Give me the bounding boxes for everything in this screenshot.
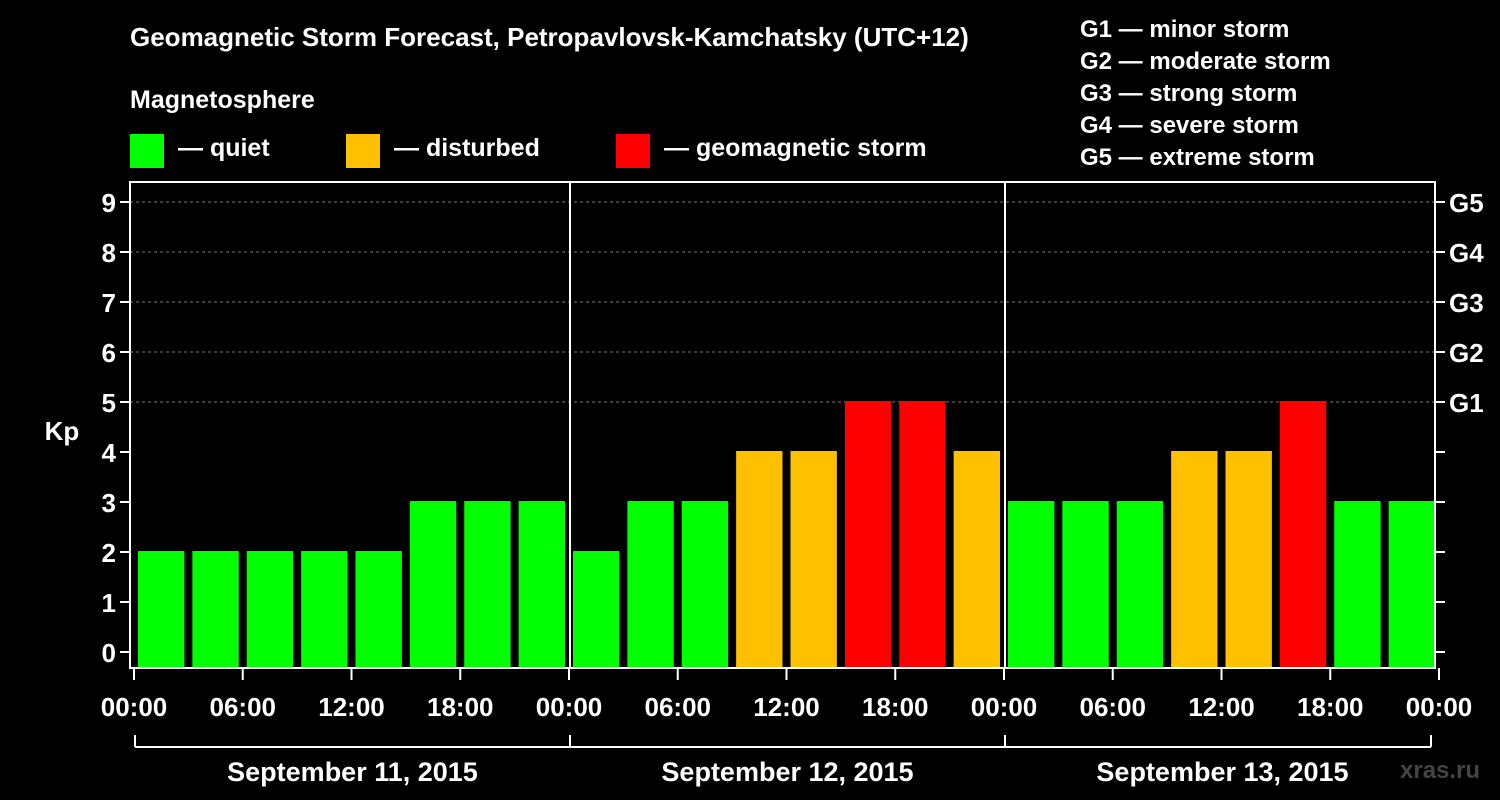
x-tick-label: 06:00 (645, 692, 712, 722)
kp-bar (1171, 451, 1218, 668)
legend-swatch-disturbed (346, 134, 380, 168)
storm-scale-g5: G5 — extreme storm (1080, 144, 1315, 171)
kp-bar (1225, 451, 1272, 668)
kp-bar (1334, 501, 1381, 668)
y-tick-label: 9 (102, 188, 116, 218)
y-tick-label: 4 (102, 438, 117, 468)
kp-bar (1008, 501, 1055, 668)
kp-bar (246, 551, 294, 668)
kp-bar (899, 401, 946, 668)
y-tick-label: 7 (102, 288, 116, 318)
right-axis-label-g2: G2 (1449, 338, 1484, 368)
storm-scale-list: G1 — minor storm G2 — moderate storm G3 … (1080, 14, 1331, 174)
day-label: September 12, 2015 (661, 757, 913, 787)
kp-bar (953, 451, 1000, 668)
y-tick-label: 5 (102, 388, 116, 418)
legend-swatch-quiet (130, 134, 164, 168)
x-tick-label: 00:00 (536, 692, 603, 722)
y-tick-label: 0 (102, 638, 116, 668)
chart-title: Geomagnetic Storm Forecast, Petropavlovs… (130, 22, 969, 52)
x-tick-label: 12:00 (1188, 692, 1255, 722)
kp-bar (681, 501, 729, 668)
right-axis-label-g4: G4 (1449, 238, 1484, 268)
x-tick-label: 06:00 (210, 692, 277, 722)
y-axis-label: Kp (45, 416, 80, 446)
right-axis-label-g5: G5 (1449, 188, 1484, 218)
kp-bar (301, 551, 348, 668)
x-tick-label: 12:00 (753, 692, 820, 722)
kp-bar (1062, 501, 1109, 668)
y-tick-label: 6 (102, 338, 116, 368)
kp-bar (1279, 401, 1327, 668)
watermark: xras.ru (1400, 757, 1481, 784)
y-tick-label: 8 (102, 238, 116, 268)
legend-label-disturbed: — disturbed (394, 134, 540, 162)
x-tick-label: 12:00 (318, 692, 385, 722)
y-tick-label: 2 (102, 538, 116, 568)
x-tick-label: 00:00 (1406, 692, 1473, 722)
kp-bar (627, 501, 674, 668)
x-tick-label: 18:00 (862, 692, 929, 722)
storm-scale-g1: G1 — minor storm (1080, 16, 1290, 43)
x-tick-label: 06:00 (1080, 692, 1147, 722)
kp-bar (844, 401, 892, 668)
y-tick-label: 1 (102, 588, 116, 618)
y-tick-label: 3 (102, 488, 116, 518)
storm-scale-g3: G3 — strong storm (1080, 80, 1298, 107)
legend-label-quiet: — quiet (178, 134, 270, 162)
storm-scale-g2: G2 — moderate storm (1080, 48, 1331, 75)
kp-bar (464, 501, 511, 668)
legend-heading: Magnetosphere (130, 86, 315, 114)
plot-frame (129, 181, 1436, 669)
legend-label-storm: — geomagnetic storm (664, 134, 927, 162)
kp-bar (192, 551, 239, 668)
kp-bar (355, 551, 402, 668)
right-axis-label-g1: G1 (1449, 388, 1484, 418)
x-tick-label: 18:00 (427, 692, 494, 722)
day-label: September 11, 2015 (227, 757, 478, 787)
kp-bar (1388, 501, 1435, 668)
kp-bar (518, 501, 565, 668)
day-label: September 13, 2015 (1096, 757, 1348, 787)
x-tick-label: 18:00 (1297, 692, 1364, 722)
x-tick-label: 00:00 (971, 692, 1038, 722)
kp-bar (409, 501, 457, 668)
kp-bar (790, 451, 837, 668)
kp-bar (138, 551, 185, 668)
kp-bar (1116, 501, 1164, 668)
storm-scale-g4: G4 — severe storm (1080, 112, 1299, 139)
kp-bar (736, 451, 783, 668)
kp-bar (573, 551, 620, 668)
right-axis-label-g3: G3 (1449, 288, 1484, 318)
legend-swatch-storm (616, 134, 650, 168)
x-tick-label: 00:00 (101, 692, 168, 722)
